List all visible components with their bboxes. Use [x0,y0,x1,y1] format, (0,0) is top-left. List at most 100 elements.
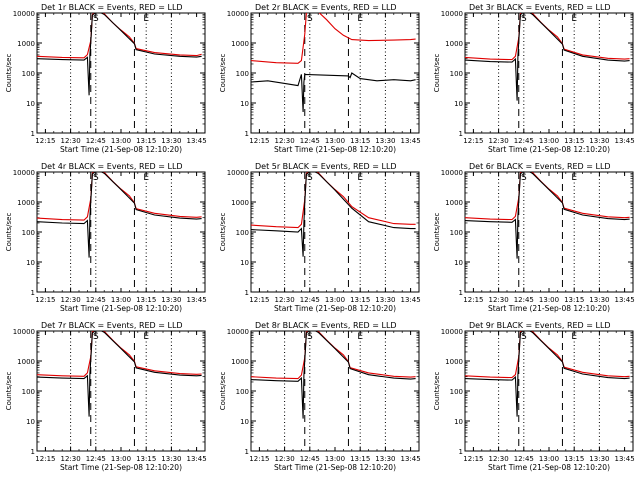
chart-title: Det 1r BLACK = Events, RED = LLD [41,3,183,12]
x-tick-label: 13:15 [350,296,370,304]
y-tick-label: 1 [459,130,463,138]
y-tick-label: 100 [22,70,35,78]
interval-marker-label: S [307,332,313,342]
x-tick-label: 13:45 [615,455,635,463]
y-tick-label: 10 [454,418,463,426]
y-tick-label: 1 [245,130,249,138]
interval-marker-label: E [143,332,149,342]
x-tick-label: 13:45 [187,455,207,463]
chart-title: Det 4r BLACK = Events, RED = LLD [41,162,183,171]
x-tick-label: 12:45 [514,455,534,463]
y-tick-label: 10 [240,418,249,426]
y-tick-label: 10 [26,100,35,108]
interval-marker-label: E [357,173,363,183]
y-axis-label: Counts/sec [219,213,227,252]
y-tick-label: 10 [240,259,249,267]
x-tick-label: 13:30 [375,137,395,145]
y-tick-label: 10 [240,100,249,108]
x-tick-label: 13:30 [161,296,181,304]
x-tick-label: 12:30 [61,296,81,304]
interval-marker-label: S [521,173,527,183]
chart-title: Det 3r BLACK = Events, RED = LLD [469,3,611,12]
x-tick-label: 13:00 [325,455,345,463]
x-tick-label: 13:00 [539,455,559,463]
y-tick-label: 1000 [445,199,463,207]
x-tick-label: 13:00 [539,137,559,145]
interval-marker-label: S [521,14,527,24]
interval-marker-label: S [307,173,313,183]
x-tick-label: 12:15 [249,455,269,463]
interval-marker-label: E [357,14,363,24]
events-series-line [251,331,416,419]
y-tick-label: 1 [459,448,463,456]
x-tick-label: 13:15 [136,137,156,145]
chart-panel: Det 6r BLACK = Events, RED = LLD 1 10 100 10… [433,162,635,313]
y-tick-label: 10 [26,418,35,426]
x-tick-label: 13:30 [161,455,181,463]
x-axis-label: Start Time (21-Sep-08 12:10:20) [488,463,610,472]
x-tick-label: 12:30 [489,296,509,304]
interval-marker-label: S [93,332,99,342]
y-tick-label: 100 [236,70,249,78]
x-tick-label: 12:15 [463,455,483,463]
y-tick-label: 10000 [227,10,249,18]
chart-panel: Det 9r BLACK = Events, RED = LLD 1 10 100 10… [433,321,635,472]
x-tick-label: 13:15 [564,137,584,145]
x-tick-label: 12:45 [300,455,320,463]
y-tick-label: 10000 [227,169,249,177]
y-tick-label: 100 [450,70,463,78]
lld-series-line [251,13,416,64]
x-tick-label: 12:30 [489,455,509,463]
chart-title: Det 8r BLACK = Events, RED = LLD [255,321,397,330]
events-series-line [37,172,202,258]
x-tick-label: 12:45 [300,296,320,304]
x-tick-label: 13:30 [589,296,609,304]
x-tick-label: 13:00 [539,296,559,304]
y-tick-label: 1 [31,130,35,138]
x-tick-label: 13:45 [187,137,207,145]
y-tick-label: 10000 [13,10,35,18]
x-tick-label: 13:15 [136,455,156,463]
x-axis-label: Start Time (21-Sep-08 12:10:20) [274,463,396,472]
y-tick-label: 10000 [13,328,35,336]
x-tick-label: 13:15 [564,296,584,304]
chart-panel: Det 5r BLACK = Events, RED = LLD 1 10 100 10… [219,162,421,313]
y-tick-label: 1 [459,289,463,297]
y-tick-label: 10 [26,259,35,267]
x-tick-label: 12:15 [35,455,55,463]
y-tick-label: 10000 [13,169,35,177]
chart-title: Det 5r BLACK = Events, RED = LLD [255,162,397,171]
events-series-line [251,172,416,257]
y-tick-label: 1 [31,289,35,297]
interval-marker-label: E [571,332,577,342]
y-tick-label: 1000 [231,358,249,366]
x-tick-label: 12:30 [275,296,295,304]
y-tick-label: 10000 [441,328,463,336]
y-tick-label: 100 [450,229,463,237]
y-tick-label: 10 [454,259,463,267]
x-tick-label: 13:00 [325,137,345,145]
y-tick-label: 100 [236,229,249,237]
y-tick-label: 1 [245,289,249,297]
x-tick-label: 13:15 [350,455,370,463]
y-axis-label: Counts/sec [5,213,13,252]
x-tick-label: 12:30 [61,455,81,463]
events-series-line [251,72,416,113]
y-tick-label: 1000 [17,199,35,207]
x-tick-label: 13:15 [564,455,584,463]
x-tick-label: 12:45 [86,137,106,145]
x-tick-label: 13:30 [375,455,395,463]
y-axis-label: Counts/sec [219,54,227,93]
x-tick-label: 13:45 [401,137,421,145]
chart-panel: Det 4r BLACK = Events, RED = LLD 1 10 100 10… [5,162,207,313]
x-tick-label: 13:30 [589,455,609,463]
x-tick-label: 13:00 [325,296,345,304]
x-axis-label: Start Time (21-Sep-08 12:10:20) [60,304,182,313]
interval-marker-label: S [307,14,313,24]
x-tick-label: 12:45 [86,296,106,304]
y-axis-label: Counts/sec [5,54,13,93]
y-axis-label: Counts/sec [433,213,441,252]
x-axis-label: Start Time (21-Sep-08 12:10:20) [488,304,610,313]
y-tick-label: 1000 [445,358,463,366]
